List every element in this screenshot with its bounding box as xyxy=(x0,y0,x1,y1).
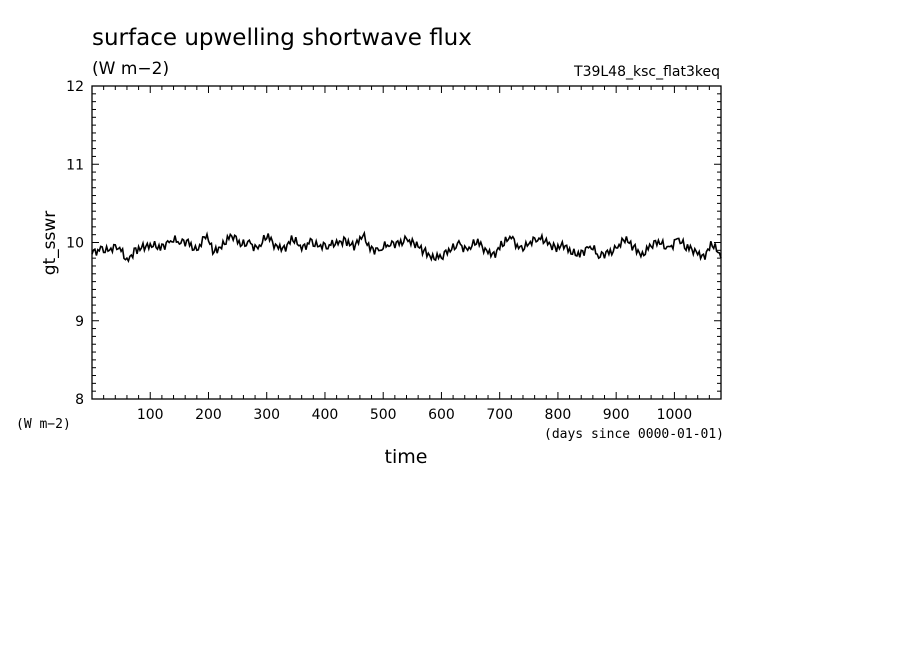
x-axis-units: (days since 0000-01-01) xyxy=(544,427,724,442)
run-name: T39L48_ksc_flat3keq xyxy=(573,64,720,80)
x-tick-label: 300 xyxy=(253,407,280,423)
x-tick-labels: 100 200 300 400 500 600 700 800 900 1000 xyxy=(137,407,692,423)
y-tick-label: 10 xyxy=(66,236,84,252)
chart-title: surface upwelling shortwave flux xyxy=(92,25,472,51)
y-axis-units: (W m−2) xyxy=(16,417,71,432)
x-tick-label: 800 xyxy=(545,407,572,423)
x-tick-label: 600 xyxy=(428,407,455,423)
y-tick-label: 11 xyxy=(66,157,84,173)
x-tick-label: 200 xyxy=(195,407,222,423)
x-tick-label: 100 xyxy=(137,407,164,423)
x-tick-label: 1000 xyxy=(657,407,693,423)
x-axis-label: time xyxy=(385,446,428,468)
x-tick-label: 400 xyxy=(312,407,339,423)
chart-units: (W m−2) xyxy=(92,59,169,79)
y-axis-label: gt_sswr xyxy=(40,211,60,276)
y-tick-label: 8 xyxy=(75,392,84,408)
axis-ticks xyxy=(92,86,721,399)
x-tick-label: 500 xyxy=(370,407,397,423)
y-tick-labels: 8 9 10 11 12 xyxy=(66,79,84,408)
x-tick-label: 900 xyxy=(603,407,630,423)
y-tick-label: 12 xyxy=(66,79,84,95)
x-tick-label: 700 xyxy=(486,407,513,423)
series-line xyxy=(91,230,722,264)
y-tick-label: 9 xyxy=(75,314,84,330)
